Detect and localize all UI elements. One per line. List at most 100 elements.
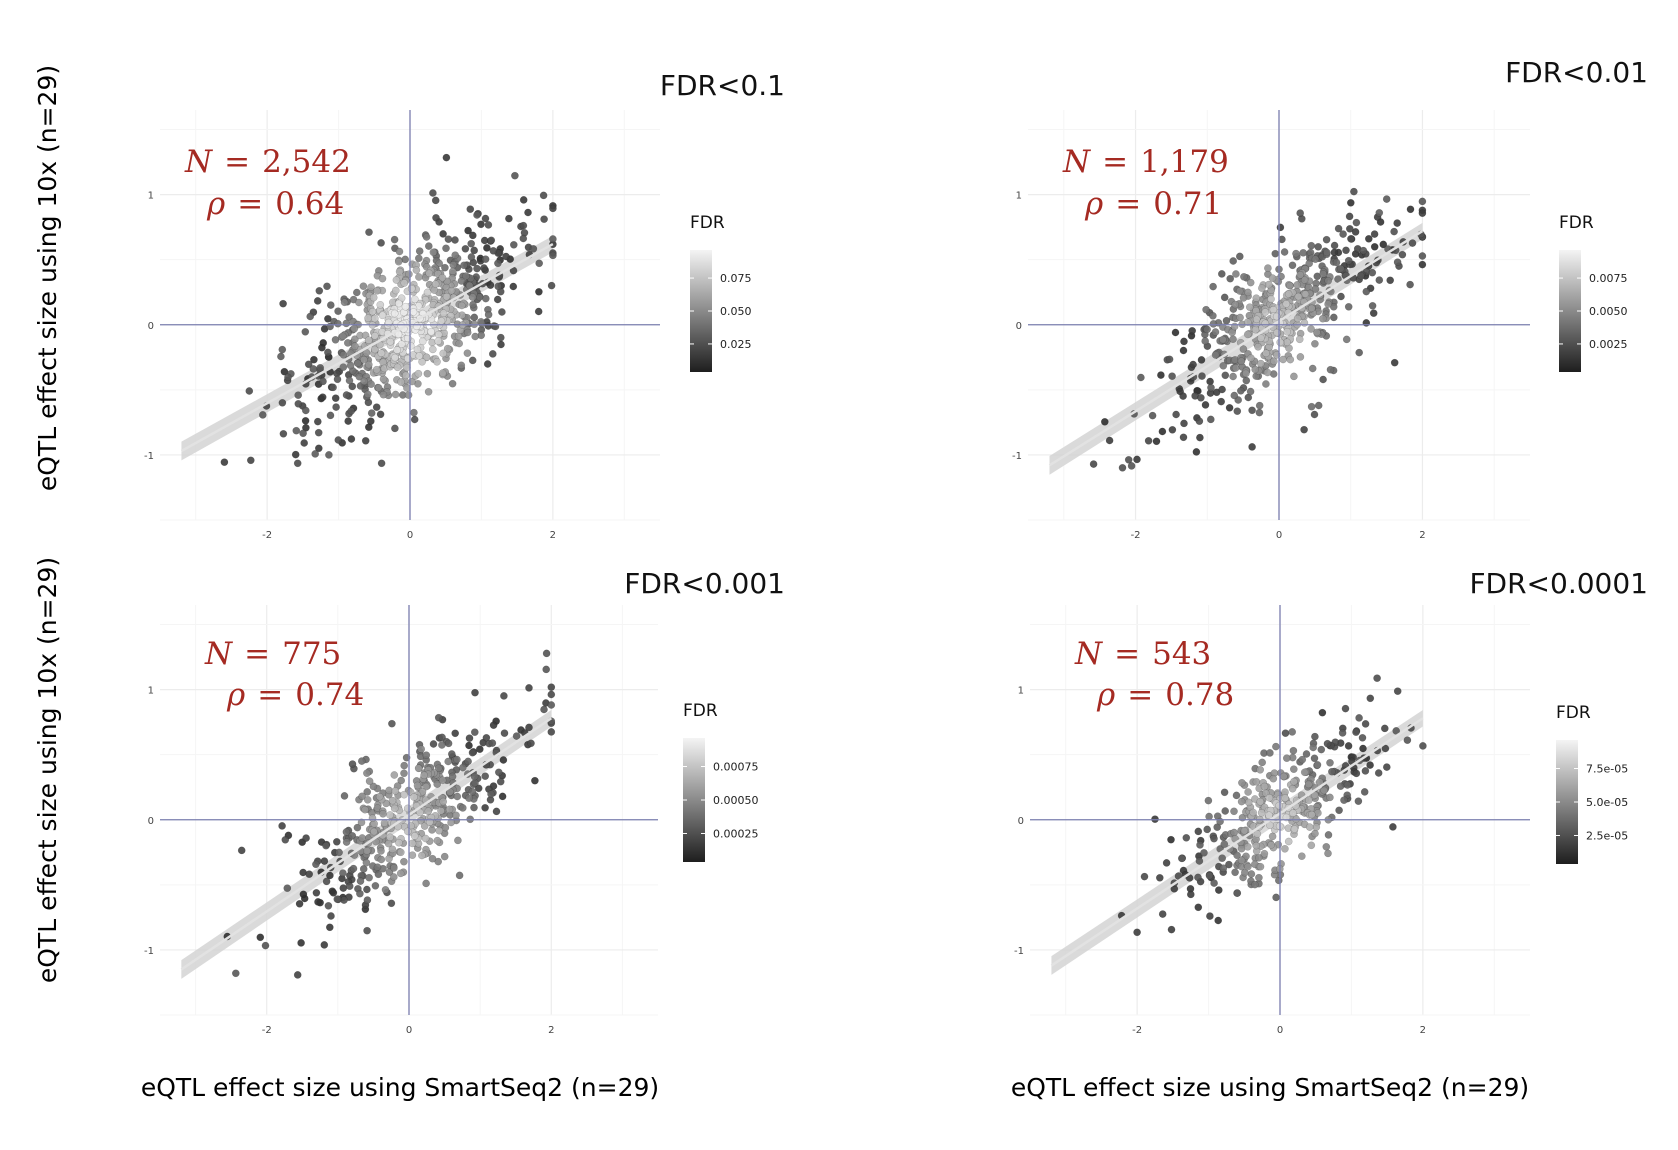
data-point <box>492 807 501 816</box>
data-point <box>1255 408 1264 417</box>
data-point <box>539 191 548 200</box>
data-point <box>1418 260 1427 269</box>
data-point <box>1236 313 1244 322</box>
data-point <box>1217 397 1226 406</box>
data-point <box>1222 316 1231 325</box>
scatter-points <box>1117 674 1427 937</box>
data-point <box>1393 258 1402 267</box>
data-point <box>1403 736 1412 745</box>
data-point <box>439 797 448 806</box>
data-point <box>442 292 451 301</box>
data-point <box>413 781 422 790</box>
data-point <box>1167 925 1176 934</box>
data-point <box>1270 357 1278 366</box>
data-point <box>1182 833 1191 842</box>
data-point <box>1288 261 1297 270</box>
data-point <box>1179 346 1188 355</box>
data-point <box>467 239 476 248</box>
data-point <box>333 895 342 904</box>
panel-title: FDR<0.1 <box>660 69 785 102</box>
annotation-rho: ρ = 0.78 <box>1096 677 1234 713</box>
data-point <box>525 723 533 732</box>
data-point <box>281 835 290 844</box>
data-point <box>320 941 329 949</box>
data-point <box>412 266 421 274</box>
data-point <box>434 337 443 346</box>
data-point <box>1240 272 1248 281</box>
data-point <box>401 371 410 380</box>
data-point <box>1296 209 1305 217</box>
data-point <box>1393 219 1402 227</box>
data-point <box>305 870 314 879</box>
legend-tick-label: 0.0025 <box>1589 338 1628 351</box>
data-point <box>1292 249 1300 258</box>
data-point <box>442 153 451 162</box>
data-point <box>279 429 288 438</box>
data-point <box>1311 829 1319 838</box>
scatter-points <box>223 649 556 979</box>
data-point <box>505 214 513 223</box>
data-point <box>1290 372 1298 381</box>
data-point <box>549 235 557 243</box>
data-point <box>410 408 418 417</box>
data-point <box>1179 392 1187 400</box>
data-point <box>1245 303 1254 312</box>
data-point <box>1337 292 1345 301</box>
data-point <box>374 870 383 879</box>
data-point <box>463 328 472 337</box>
data-point <box>1307 241 1316 250</box>
data-point <box>388 845 397 854</box>
data-point <box>367 380 375 389</box>
data-point <box>1235 252 1244 261</box>
data-point <box>301 406 310 415</box>
data-point <box>1232 270 1240 278</box>
data-point <box>363 926 371 935</box>
data-point <box>1347 234 1355 243</box>
data-point <box>489 721 498 730</box>
data-point <box>448 379 457 388</box>
data-point <box>1389 823 1397 831</box>
data-point <box>339 884 348 892</box>
annotation-n: N = 775 <box>204 636 341 672</box>
data-point <box>433 836 442 845</box>
annotation-rho: ρ = 0.64 <box>206 186 344 222</box>
data-point <box>367 409 376 417</box>
data-point <box>1269 774 1278 783</box>
data-point <box>1362 319 1371 327</box>
data-point <box>1203 325 1211 334</box>
data-point <box>332 837 341 846</box>
data-point <box>1408 239 1417 247</box>
x-tick-label: 2 <box>1419 530 1425 541</box>
data-point <box>524 208 532 217</box>
data-point <box>437 317 446 325</box>
data-point <box>1359 744 1367 753</box>
data-point <box>429 189 437 197</box>
data-point <box>1211 328 1220 336</box>
data-point <box>1258 758 1267 767</box>
data-point <box>1246 387 1255 396</box>
data-point <box>1305 259 1314 268</box>
x-tick-label: -2 <box>262 530 272 541</box>
data-point <box>455 339 464 348</box>
data-point <box>1157 371 1165 379</box>
data-point <box>422 879 430 888</box>
data-point <box>1255 873 1263 882</box>
data-point <box>1369 309 1378 318</box>
data-point <box>1127 462 1136 470</box>
data-point <box>1352 218 1361 227</box>
data-point <box>422 751 431 760</box>
data-point <box>1244 288 1252 297</box>
data-point <box>301 327 310 336</box>
data-point <box>1186 890 1195 899</box>
data-point <box>1242 369 1250 378</box>
data-point <box>389 873 398 881</box>
data-point <box>481 803 489 812</box>
data-point <box>279 299 287 308</box>
data-point <box>1206 912 1214 920</box>
data-point <box>1239 294 1248 302</box>
data-point <box>315 286 324 295</box>
data-point <box>461 244 470 253</box>
data-point <box>467 253 476 261</box>
data-point <box>1305 823 1314 831</box>
data-point <box>400 769 408 778</box>
